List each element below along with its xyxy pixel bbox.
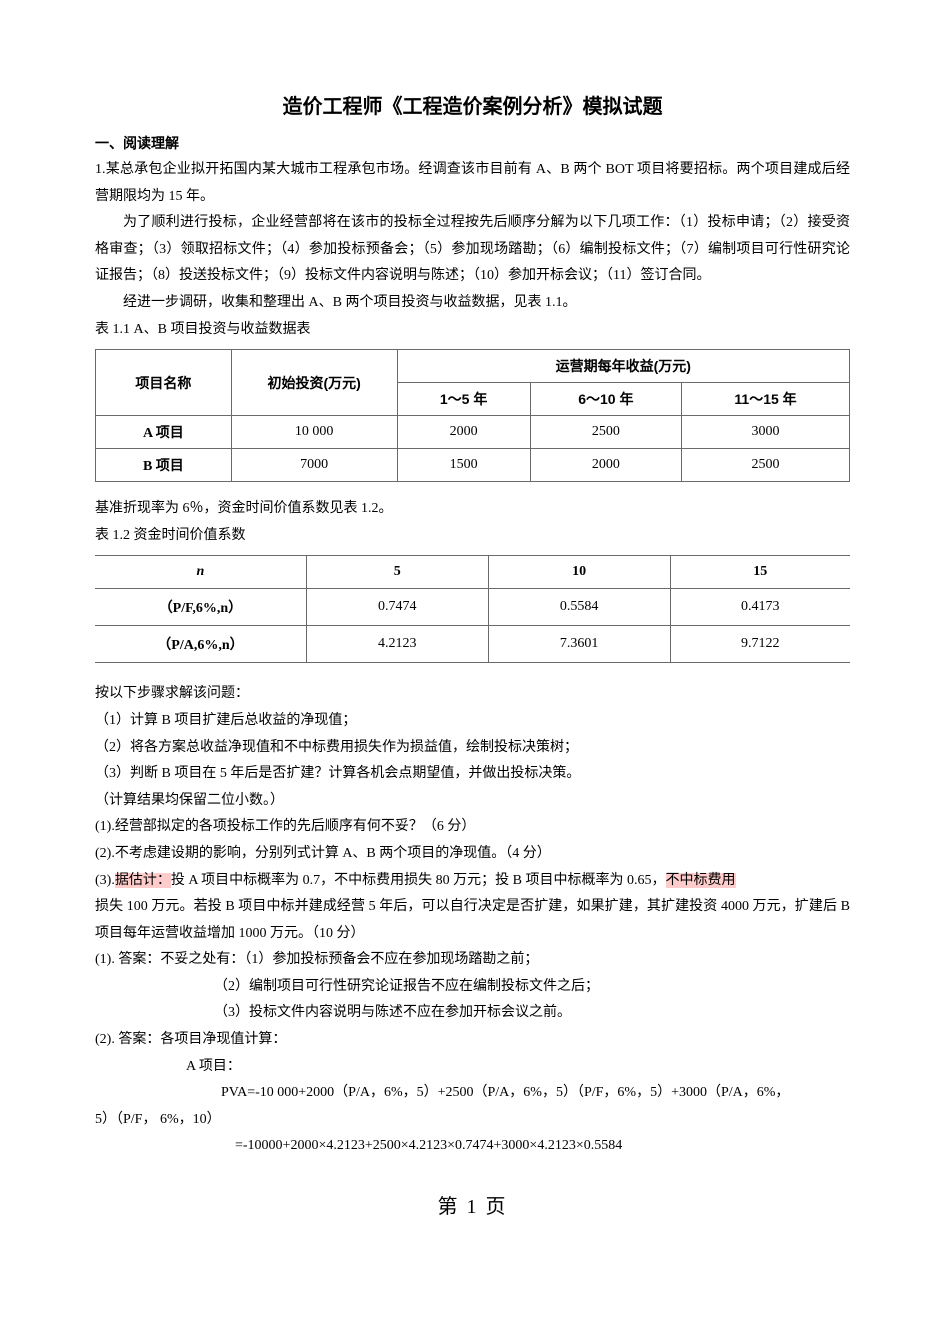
paragraph: 经进一步调研，收集和整理出 A、B 两个项目投资与收益数据，见表 1.1。	[95, 290, 850, 317]
table-time-value-factors: n 5 10 15 （P/F,6%,n） 0.7474 0.5584 0.417…	[95, 555, 850, 663]
cell: 2000	[397, 416, 530, 449]
cell: 3000	[682, 416, 850, 449]
cell: 7000	[231, 449, 397, 482]
cell: B 项目	[96, 449, 232, 482]
sub-question: (2).不考虑建设期的影响，分别列式计算 A、B 两个项目的净现值。（4 分）	[95, 841, 850, 868]
col-annual-income: 运营期每年收益(万元)	[397, 350, 849, 383]
table-header-row: 项目名称 初始投资(万元) 运营期每年收益(万元)	[96, 350, 850, 383]
section-heading: 一、阅读理解	[95, 133, 850, 153]
table-caption: 表 1.1 A、B 项目投资与收益数据表	[95, 317, 850, 344]
highlighted-text: 据估计：	[115, 873, 171, 888]
step-note: （计算结果均保留二位小数。）	[95, 788, 850, 815]
cell: 5	[306, 556, 488, 589]
page-number: 第 1 页	[95, 1190, 850, 1219]
answer-line: A 项目：	[95, 1054, 850, 1081]
sub-question: (3).据估计：投 A 项目中标概率为 0.7，不中标费用损失 80 万元；投 …	[95, 868, 850, 895]
sub-question: (1).经营部拟定的各项投标工作的先后顺序有何不妥？（6 分）	[95, 814, 850, 841]
answer-line: =-10000+2000×4.2123+2500×4.2123×0.7474+3…	[95, 1133, 850, 1160]
paragraph: 按以下步骤求解该问题：	[95, 681, 850, 708]
sub-question-continued: 损失 100 万元。若投 B 项目中标并建成经营 5 年后，可以自行决定是否扩建…	[95, 894, 850, 947]
paragraph: 基准折现率为 6％，资金时间价值系数见表 1.2。	[95, 496, 850, 523]
answer-line: 5）（P/F， 6%，10）	[95, 1107, 850, 1134]
highlighted-text: 不中标费用	[666, 873, 736, 888]
cell: 10 000	[231, 416, 397, 449]
cell: 2000	[530, 449, 681, 482]
col-initial-invest: 初始投资(万元)	[231, 350, 397, 416]
col-year-1-5: 1～5 年	[397, 383, 530, 416]
text: 投 A 项目中标概率为 0.7，不中标费用损失 80 万元；投 B 项目中标概率…	[171, 873, 666, 888]
answer-line: （2）编制项目可行性研究论证报告不应在编制投标文件之后；	[95, 974, 850, 1001]
cell: （P/F,6%,n）	[95, 589, 306, 626]
table-caption: 表 1.2 资金时间价值系数	[95, 523, 850, 550]
cell: 10	[488, 556, 670, 589]
table-row: B 项目 7000 1500 2000 2500	[96, 449, 850, 482]
cell: 0.7474	[306, 589, 488, 626]
table-row: （P/A,6%,n） 4.2123 7.3601 9.7122	[95, 626, 850, 663]
col-n: n	[95, 556, 306, 589]
answer-line: （3）投标文件内容说明与陈述不应在参加开标会议之前。	[95, 1000, 850, 1027]
cell: 0.4173	[670, 589, 850, 626]
answer-line: (1). 答案：不妥之处有：（1）参加投标预备会不应在参加现场踏勘之前；	[95, 947, 850, 974]
answer-line: PVA=-10 000+2000（P/A，6%，5）+2500（P/A，6%，5…	[95, 1080, 850, 1107]
cell: 0.5584	[488, 589, 670, 626]
table-row: A 项目 10 000 2000 2500 3000	[96, 416, 850, 449]
table-investment-income: 项目名称 初始投资(万元) 运营期每年收益(万元) 1～5 年 6～10 年 1…	[95, 349, 850, 482]
paragraph: 1.某总承包企业拟开拓国内某大城市工程承包市场。经调查该市目前有 A、B 两个 …	[95, 157, 850, 210]
answer-block: (1). 答案：不妥之处有：（1）参加投标预备会不应在参加现场踏勘之前； （2）…	[95, 947, 850, 1160]
table-row: （P/F,6%,n） 0.7474 0.5584 0.4173	[95, 589, 850, 626]
table-header-row: n 5 10 15	[95, 556, 850, 589]
step-item: （2）将各方案总收益净现值和不中标费用损失作为损益值，绘制投标决策树；	[95, 735, 850, 762]
document-page: 造价工程师《工程造价案例分析》模拟试题 一、阅读理解 1.某总承包企业拟开拓国内…	[0, 0, 945, 1259]
answer-line: (2). 答案：各项目净现值计算：	[95, 1027, 850, 1054]
cell: 15	[670, 556, 850, 589]
text: (3).	[95, 873, 115, 888]
step-item: （3）判断 B 项目在 5 年后是否扩建？计算各机会点期望值，并做出投标决策。	[95, 761, 850, 788]
col-year-6-10: 6～10 年	[530, 383, 681, 416]
step-item: （1）计算 B 项目扩建后总收益的净现值；	[95, 708, 850, 735]
col-project-name: 项目名称	[96, 350, 232, 416]
cell: 2500	[530, 416, 681, 449]
cell: 4.2123	[306, 626, 488, 663]
col-year-11-15: 11～15 年	[682, 383, 850, 416]
cell: 2500	[682, 449, 850, 482]
cell: （P/A,6%,n）	[95, 626, 306, 663]
document-title: 造价工程师《工程造价案例分析》模拟试题	[95, 90, 850, 119]
cell: 7.3601	[488, 626, 670, 663]
cell: 1500	[397, 449, 530, 482]
paragraph: 为了顺利进行投标，企业经营部将在该市的投标全过程按先后顺序分解为以下几项工作：（…	[95, 210, 850, 290]
cell: 9.7122	[670, 626, 850, 663]
cell: A 项目	[96, 416, 232, 449]
